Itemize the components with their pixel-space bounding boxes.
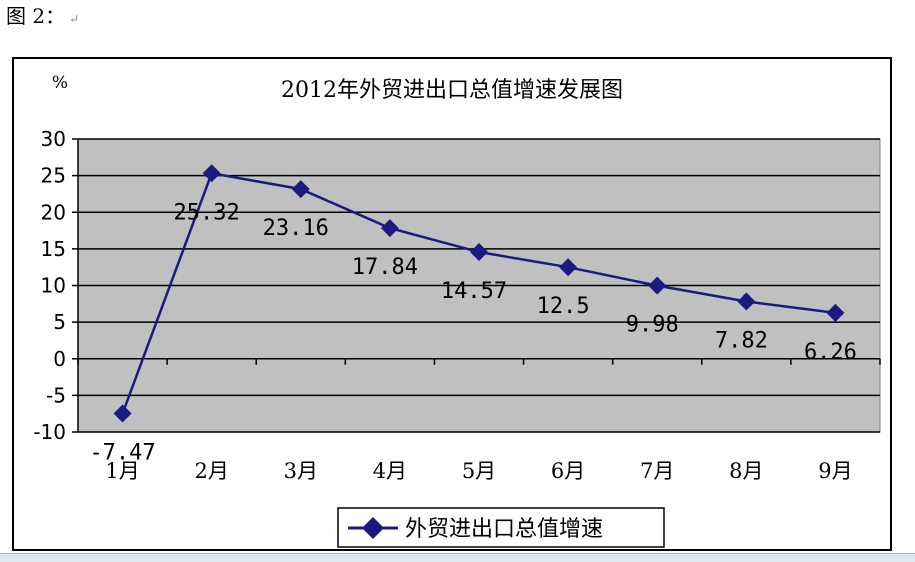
caption-text: 图 2：: [6, 4, 66, 28]
y-tick-label: 25: [41, 164, 66, 188]
legend-marker-icon: [362, 517, 384, 539]
plot-area: 30 25 20 15 10 5 0 -5 -10 1月 2月 3月 4月 5月 6月 7月 8月 9月 -7.47…: [33, 127, 881, 483]
y-tick-label: 15: [41, 237, 66, 261]
data-point-marker: [291, 180, 310, 199]
x-tick-label: 4月: [373, 459, 407, 483]
y-axis-unit: %: [52, 73, 68, 93]
data-point-marker: [737, 292, 756, 311]
window-bottom-strip: [0, 553, 915, 562]
y-tick-label: 0: [53, 347, 66, 371]
data-label: 23.16: [263, 216, 329, 241]
data-point-marker: [202, 164, 221, 183]
data-point-marker: [380, 219, 399, 238]
x-tick-label: 6月: [551, 459, 585, 483]
chart-title: 2012年外贸进出口总值增速发展图: [281, 78, 623, 103]
data-label: 25.32: [174, 200, 240, 225]
data-label: 6.26: [804, 340, 857, 365]
y-tick-label: 5: [53, 310, 66, 334]
x-tick-label: 9月: [818, 459, 852, 483]
x-tick-label: 1月: [105, 459, 139, 483]
y-tick-label: 30: [41, 127, 66, 151]
data-point-marker: [826, 303, 845, 322]
y-tick-label: 10: [41, 274, 66, 298]
figure-caption: 图 2： ↵: [6, 0, 79, 29]
x-tick-label: 3月: [284, 459, 318, 483]
data-point-marker: [559, 258, 578, 277]
paragraph-mark: ↵: [69, 12, 80, 26]
x-tick-label: 5月: [462, 459, 496, 483]
data-label: 9.98: [626, 313, 679, 338]
data-label: 17.84: [352, 255, 418, 280]
x-tick-label: 2月: [194, 459, 228, 483]
data-label: -7.47: [89, 440, 155, 465]
x-tick-label: 7月: [640, 459, 674, 483]
data-label: 14.57: [441, 279, 507, 304]
y-tick-label: -10: [33, 420, 66, 444]
data-point-marker: [470, 243, 488, 262]
y-tick-label: 20: [41, 200, 66, 224]
data-point-marker: [648, 276, 667, 295]
data-label: 7.82: [715, 328, 768, 353]
legend-label: 外贸进出口总值增速: [405, 517, 603, 542]
legend: 外贸进出口总值增速: [337, 507, 665, 548]
data-label: 12.5: [537, 294, 590, 319]
data-point-marker: [113, 404, 132, 423]
y-tick-label: -5: [46, 383, 66, 407]
x-tick-label: 8月: [729, 459, 763, 483]
